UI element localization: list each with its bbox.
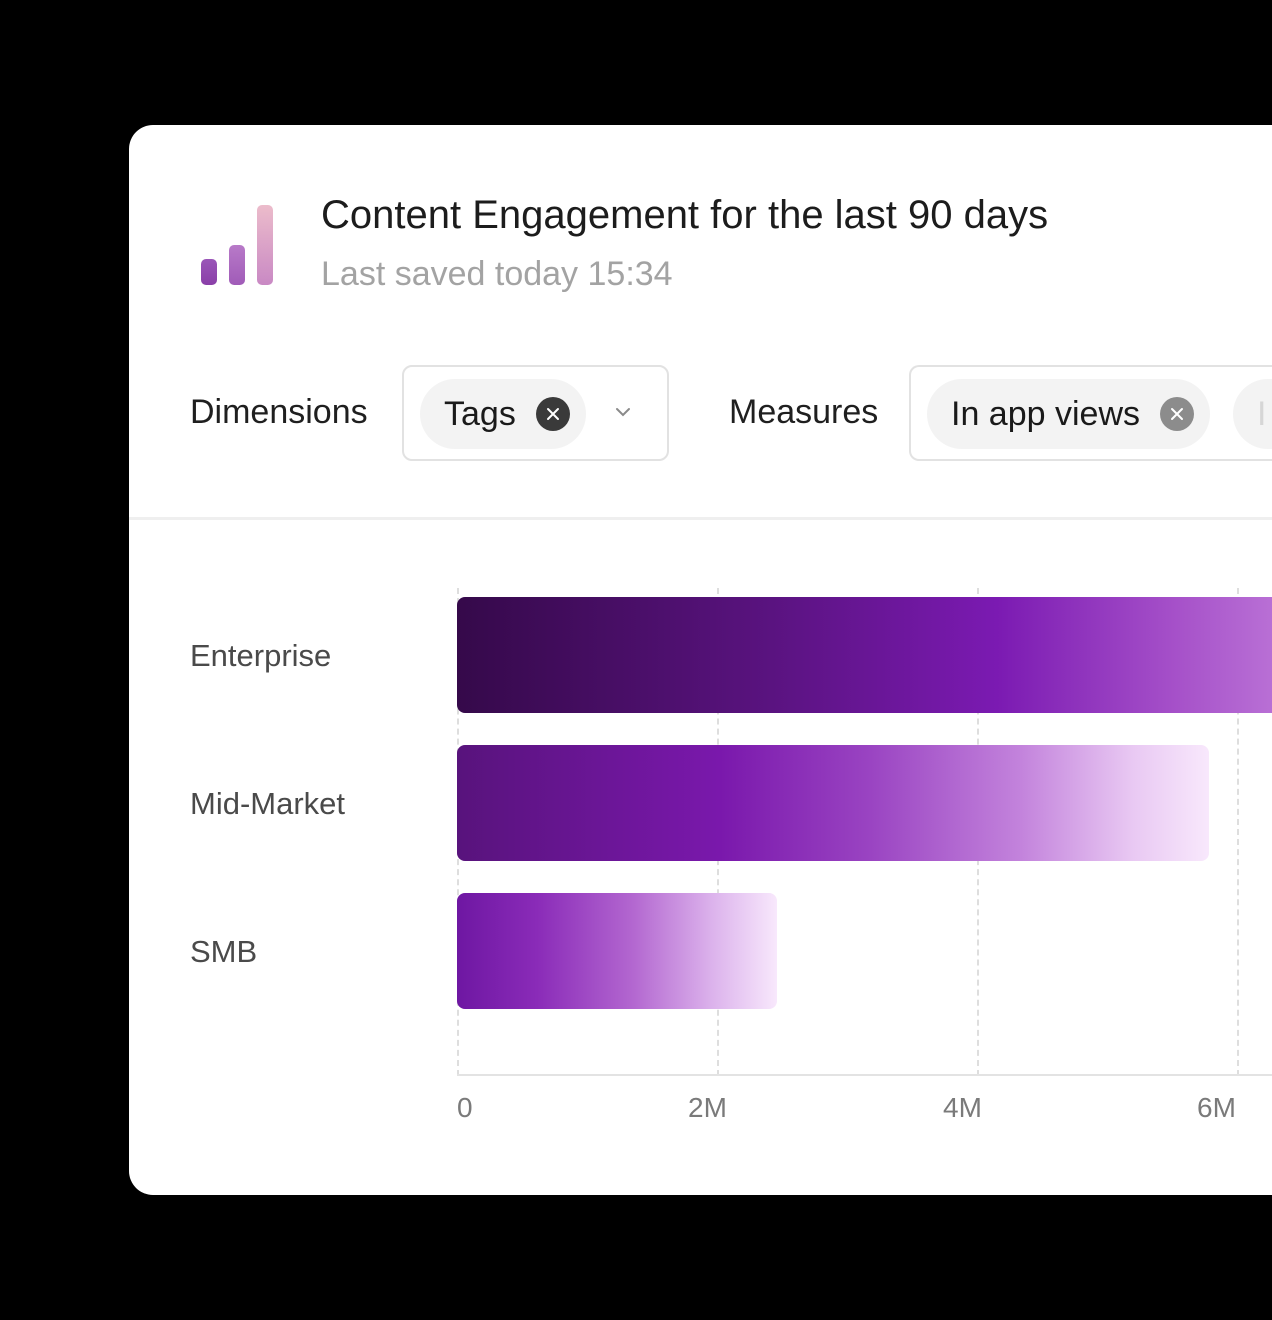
category-label-enterprise: Enterprise <box>190 638 332 673</box>
chip-label: Tags <box>444 394 516 433</box>
x-tick-2m: 2M <box>688 1092 727 1123</box>
dimensions-select[interactable]: Tags <box>402 365 669 461</box>
bar-smb[interactable] <box>457 893 777 1009</box>
close-circle-icon[interactable] <box>1160 397 1194 431</box>
last-saved-status: Last saved today 15:34 <box>321 255 673 293</box>
chevron-down-icon[interactable] <box>614 405 632 419</box>
x-tick-0: 0 <box>457 1092 473 1123</box>
measures-label: Measures <box>729 393 879 431</box>
horizontal-bar-chart: Enterprise Mid-Market SMB 0 2M 4M 6M <box>129 520 1272 1195</box>
x-tick-6m: 6M <box>1197 1092 1236 1123</box>
chip-label: In app views <box>951 394 1140 433</box>
report-title: Content Engagement for the last 90 days <box>321 193 1049 237</box>
bar-enterprise[interactable] <box>457 597 1272 713</box>
measure-chip-truncated: I <box>1233 379 1272 449</box>
x-tick-4m: 4M <box>943 1092 982 1123</box>
bar-chart-logo-icon <box>201 205 275 285</box>
x-axis-line <box>457 1074 1272 1076</box>
bar-mid-market[interactable] <box>457 745 1209 861</box>
report-card: Content Engagement for the last 90 days … <box>129 125 1272 1195</box>
dimensions-label: Dimensions <box>190 393 368 431</box>
measure-chip-in-app-views: In app views <box>927 379 1210 449</box>
dimension-chip-tags: Tags <box>420 379 586 449</box>
section-divider <box>129 517 1272 520</box>
gridline-6m <box>1237 588 1239 1076</box>
category-label-mid-market: Mid-Market <box>190 786 346 821</box>
measures-select[interactable]: In app views I <box>909 365 1272 461</box>
category-label-smb: SMB <box>190 934 258 969</box>
close-circle-icon[interactable] <box>535 397 570 431</box>
